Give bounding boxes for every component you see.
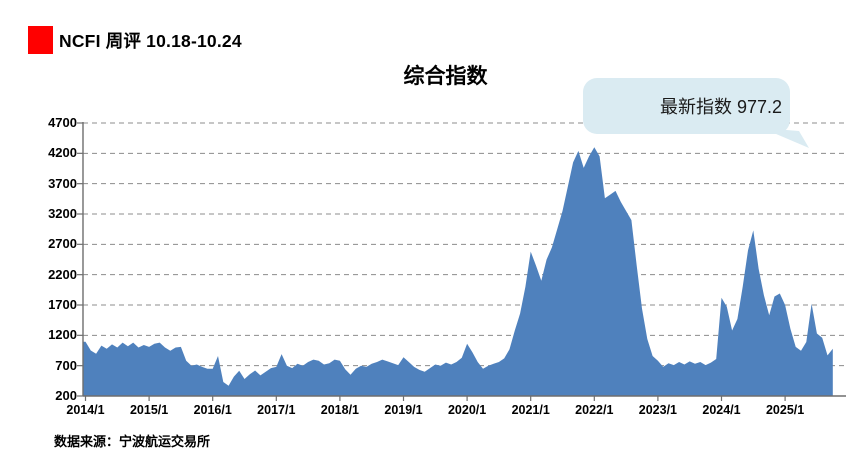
x-axis-label-2014: 2014/1 bbox=[66, 403, 105, 417]
x-axis-label-2017: 2017/1 bbox=[257, 403, 296, 417]
latest-index-callout: 最新指数 977.2 bbox=[583, 78, 790, 134]
latest-index-label: 最新指数 977.2 bbox=[659, 97, 782, 117]
red-square-marker-icon bbox=[28, 26, 53, 54]
x-axis-label-2016: 2016/1 bbox=[193, 403, 232, 417]
y-axis-label-4700: 4700 bbox=[48, 115, 77, 130]
x-axis-label-2025: 2025/1 bbox=[765, 403, 805, 417]
y-axis-label-700: 700 bbox=[55, 357, 77, 373]
y-axis-label-3700: 3700 bbox=[48, 175, 77, 191]
x-axis-label-2015: 2015/1 bbox=[129, 403, 169, 417]
composite-index-area-series bbox=[83, 147, 833, 396]
x-axis-label-2022: 2022/1 bbox=[575, 403, 614, 417]
x-axis-label-2019: 2019/1 bbox=[384, 403, 423, 417]
y-axis-label-2700: 2700 bbox=[48, 236, 77, 252]
data-source-note: 数据来源：宁波航运交易所 bbox=[54, 434, 211, 449]
y-axis-label-200: 200 bbox=[55, 388, 77, 403]
chart-title: 综合指数 bbox=[403, 65, 488, 88]
x-axis-label-2024: 2024/1 bbox=[702, 403, 741, 417]
x-axis-label-2020: 2020/1 bbox=[447, 403, 487, 417]
x-axis-label-2018: 2018/1 bbox=[320, 403, 359, 417]
report-title: NCFI 周评 10.18-10.24 bbox=[59, 30, 242, 51]
y-axis-label-1200: 1200 bbox=[48, 327, 77, 343]
y-axis-label-1700: 1700 bbox=[48, 297, 77, 312]
report-header: NCFI 周评 10.18-10.24 bbox=[28, 26, 242, 54]
x-axis-label-2023: 2023/1 bbox=[638, 403, 677, 417]
x-axis-label-2021: 2021/1 bbox=[511, 403, 550, 417]
y-axis-label-4200: 4200 bbox=[48, 145, 77, 161]
y-axis-label-2200: 2200 bbox=[48, 266, 77, 282]
y-axis-label-3200: 3200 bbox=[48, 206, 77, 221]
